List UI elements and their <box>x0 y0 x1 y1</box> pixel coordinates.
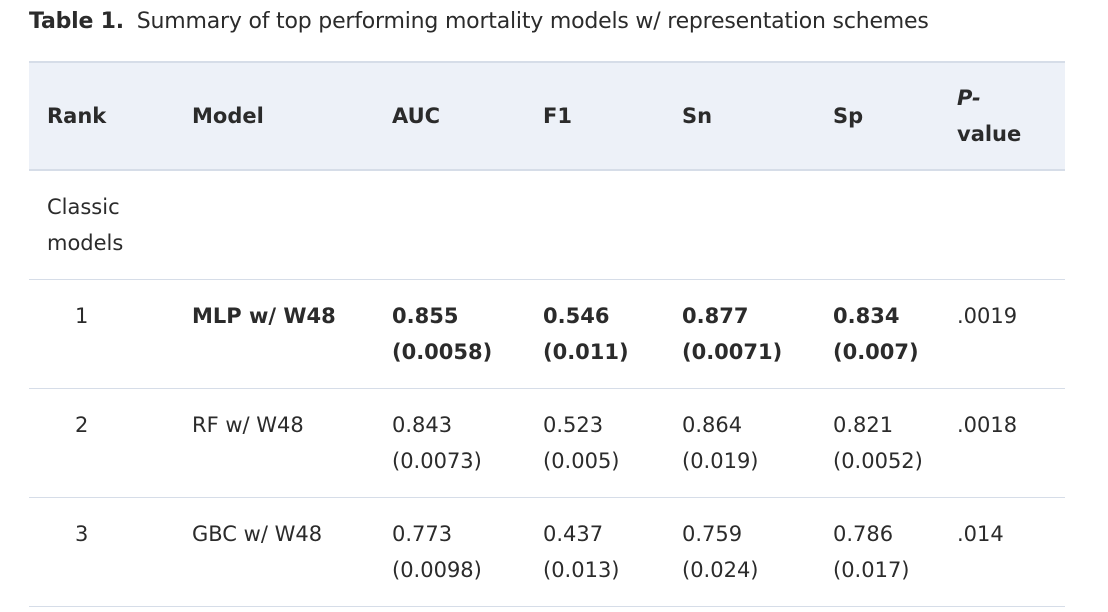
table-body: Classic models 1 MLP w/ W48 0.855 (0.0058… <box>29 170 1065 607</box>
group-empty-cell <box>374 170 525 280</box>
table-caption-label: Table 1. <box>29 9 124 34</box>
rank-value: 1 <box>75 304 89 328</box>
f1-value: 0.546 <box>543 304 610 328</box>
p-value-label-rest: value <box>957 122 1022 146</box>
model-cell: GBC w/ W48 <box>174 497 374 607</box>
f1-sd: (0.011) <box>543 340 629 364</box>
group-row-classic-models: Classic models <box>29 170 1065 280</box>
model-cell: RF w/ W48 <box>174 388 374 498</box>
column-header-f1: F1 <box>525 61 664 171</box>
sn-value: 0.864 <box>682 413 743 437</box>
column-header-model: Model <box>174 61 374 171</box>
auc-value: 0.855 <box>392 304 459 328</box>
model-name: GBC w/ W48 <box>192 522 323 546</box>
table-row: 1 MLP w/ W48 0.855 (0.0058) 0.546 (0.011) … <box>29 279 1065 389</box>
p-value: .0019 <box>957 304 1018 328</box>
p-value-cell: .0018 <box>957 388 1065 498</box>
sp-value: 0.834 <box>833 304 900 328</box>
column-header-p-value: P- value <box>957 61 1065 171</box>
auc-cell: 0.773 (0.0098) <box>374 497 525 607</box>
table-row: 3 GBC w/ W48 0.773 (0.0098) 0.437 (0.013) … <box>29 497 1065 607</box>
sn-cell: 0.864 (0.019) <box>664 388 815 498</box>
p-value: .014 <box>957 522 1004 546</box>
column-header-auc: AUC <box>374 61 525 171</box>
f1-cell: 0.546 (0.011) <box>525 279 664 389</box>
p-value-cell: .0019 <box>957 279 1065 389</box>
p-value-italic-label: P- <box>957 86 981 110</box>
sp-cell: 0.834 (0.007) <box>815 279 957 389</box>
group-empty-cell <box>174 170 374 280</box>
auc-sd: (0.0073) <box>392 449 482 473</box>
table-caption: Table 1. Summary of top performing morta… <box>29 6 929 38</box>
auc-value: 0.843 <box>392 413 453 437</box>
column-header-sn: Sn <box>664 61 815 171</box>
auc-value: 0.773 <box>392 522 453 546</box>
p-value-cell: .014 <box>957 497 1065 607</box>
results-table: Rank Model AUC F1 Sn Sp P- value Classic… <box>29 61 1065 607</box>
model-name: RF w/ W48 <box>192 413 304 437</box>
f1-sd: (0.013) <box>543 558 620 582</box>
table-header: Rank Model AUC F1 Sn Sp P- value <box>29 61 1065 171</box>
rank-value: 2 <box>75 413 89 437</box>
rank-cell: 3 <box>29 497 174 607</box>
column-header-rank: Rank <box>29 61 174 171</box>
column-header-sp: Sp <box>815 61 957 171</box>
f1-sd: (0.005) <box>543 449 620 473</box>
sn-value: 0.759 <box>682 522 743 546</box>
sn-value: 0.877 <box>682 304 749 328</box>
sn-cell: 0.877 (0.0071) <box>664 279 815 389</box>
group-label-line2: models <box>47 231 124 255</box>
sp-sd: (0.0052) <box>833 449 923 473</box>
sp-value: 0.821 <box>833 413 894 437</box>
sp-cell: 0.786 (0.017) <box>815 497 957 607</box>
f1-cell: 0.437 (0.013) <box>525 497 664 607</box>
group-empty-cell <box>957 170 1065 280</box>
sn-sd: (0.024) <box>682 558 759 582</box>
rank-value: 3 <box>75 522 89 546</box>
auc-sd: (0.0098) <box>392 558 482 582</box>
rank-cell: 1 <box>29 279 174 389</box>
sp-cell: 0.821 (0.0052) <box>815 388 957 498</box>
table-caption-text: Summary of top performing mortality mode… <box>136 9 929 34</box>
header-row: Rank Model AUC F1 Sn Sp P- value <box>29 61 1065 171</box>
f1-cell: 0.523 (0.005) <box>525 388 664 498</box>
sp-value: 0.786 <box>833 522 894 546</box>
group-empty-cell <box>664 170 815 280</box>
model-name: MLP w/ W48 <box>192 304 336 328</box>
group-label-line1: Classic <box>47 195 120 219</box>
f1-value: 0.437 <box>543 522 604 546</box>
rank-cell: 2 <box>29 388 174 498</box>
auc-cell: 0.855 (0.0058) <box>374 279 525 389</box>
auc-cell: 0.843 (0.0073) <box>374 388 525 498</box>
sn-cell: 0.759 (0.024) <box>664 497 815 607</box>
sn-sd: (0.019) <box>682 449 759 473</box>
group-empty-cell <box>815 170 957 280</box>
p-value: .0018 <box>957 413 1018 437</box>
sn-sd: (0.0071) <box>682 340 783 364</box>
group-empty-cell <box>525 170 664 280</box>
auc-sd: (0.0058) <box>392 340 493 364</box>
f1-value: 0.523 <box>543 413 604 437</box>
group-label-cell: Classic models <box>29 170 174 280</box>
model-cell: MLP w/ W48 <box>174 279 374 389</box>
sp-sd: (0.017) <box>833 558 910 582</box>
sp-sd: (0.007) <box>833 340 919 364</box>
table-row: 2 RF w/ W48 0.843 (0.0073) 0.523 (0.005) 0… <box>29 388 1065 498</box>
